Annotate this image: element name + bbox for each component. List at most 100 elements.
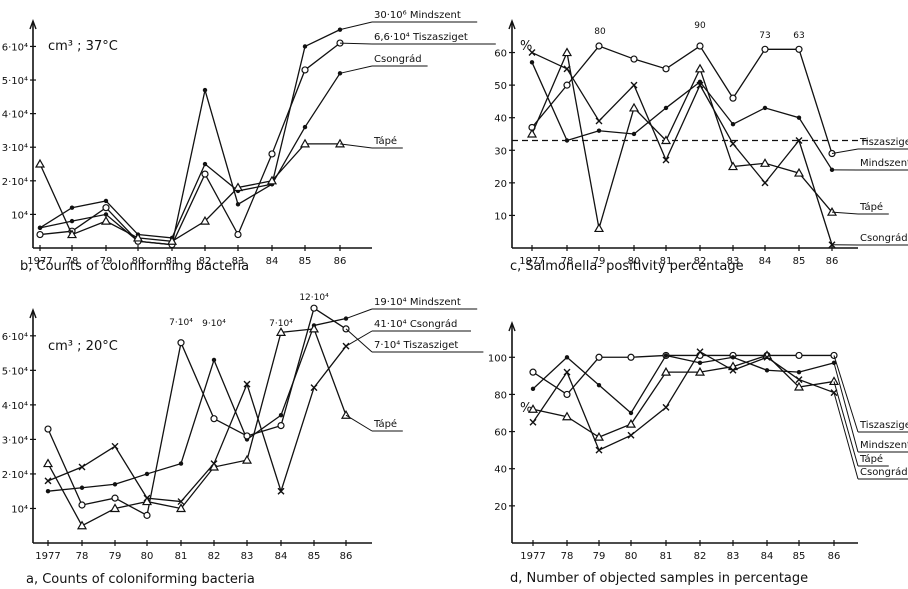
data-point-csongrád (795, 137, 803, 144)
data-point-csongrád (177, 498, 185, 506)
series-line-tiszasziget (532, 354, 834, 396)
y-tick-label: 20 (494, 502, 507, 513)
y-tick-label: 2·10⁴ (2, 470, 28, 481)
data-point-csongrád (630, 81, 638, 89)
series-line-tiszasziget (531, 45, 833, 154)
x-tick-label: 82 (199, 256, 212, 267)
series-leader-csongrád (339, 65, 373, 74)
data-point-csongrád (696, 81, 704, 89)
x-tick-label: 83 (241, 551, 254, 562)
data-point-csongrád (595, 117, 603, 125)
series-label-tiszasziget: Tiszasziget (859, 420, 908, 431)
series-label-mindszent: Mindszent (860, 440, 908, 451)
data-point-csongrád (529, 418, 537, 426)
data-point-csongrád (69, 205, 75, 210)
series-leader-tápé (833, 381, 859, 467)
series-line-tiszasziget (39, 42, 341, 246)
data-point-tiszasziget (696, 42, 704, 50)
data-point-mindszent (302, 44, 308, 49)
off-scale-annotation: 9·10⁴ (202, 319, 226, 329)
data-point-tápé (694, 63, 706, 73)
data-point-csongrád (563, 65, 571, 73)
data-point-tápé (660, 135, 672, 145)
series-label-mindszent: 30·10⁶ Mindszent (374, 10, 461, 21)
series-line-mindszent (47, 317, 347, 492)
data-point-mindszent (278, 413, 284, 418)
data-point-tápé (308, 323, 320, 333)
x-tick-label: 78 (561, 551, 574, 562)
x-tick-label: 86 (826, 256, 839, 267)
data-point-tiszasziget (595, 353, 603, 361)
data-point-tiszasziget (268, 150, 276, 158)
series-label-tápé: Tápé (859, 453, 883, 465)
data-point-tápé (625, 418, 637, 428)
series-label-tiszasziget: Tiszasziget (859, 137, 908, 148)
series-line-csongrád (39, 72, 341, 239)
x-tick-label: 79 (593, 256, 606, 267)
series-leader-tiszasziget (833, 355, 859, 433)
data-point-csongrád (103, 198, 109, 204)
series-label-csongrád: 41·10⁴ Csongrád (374, 318, 457, 330)
series-label-mindszent: Mindszent (860, 158, 908, 169)
y-tick-label: 6·10⁴ (2, 42, 28, 53)
data-point-csongrád (595, 446, 603, 454)
data-point-mindszent (764, 368, 770, 373)
data-point-tápé (42, 458, 54, 468)
data-point-mindszent (103, 212, 109, 217)
x-tick-label: 81 (660, 551, 673, 562)
x-tick-label: 79 (109, 551, 122, 562)
data-point-mindszent (697, 360, 703, 366)
data-point-tápé (727, 161, 739, 171)
data-point-tápé (199, 215, 211, 225)
series-leader-tápé (339, 143, 373, 149)
off-scale-annotation: 90 (694, 21, 706, 31)
data-point-csongrád (310, 384, 318, 392)
data-point-csongrád (763, 353, 771, 361)
x-tick-label: 80 (625, 551, 638, 562)
series-leader-tiszasziget (831, 148, 859, 155)
data-point-tápé (526, 128, 538, 138)
data-point-tápé (208, 461, 220, 471)
data-point-tápé (593, 431, 605, 441)
data-point-csongrád (696, 348, 704, 356)
data-point-tápé (241, 454, 253, 464)
y-tick-label: 80 (494, 390, 507, 401)
data-point-tiszasziget (630, 55, 638, 63)
y-tick-label: 2·10⁴ (2, 177, 28, 188)
x-tick-label: 80 (132, 256, 145, 267)
off-scale-annotation: 7·10⁴ (269, 319, 293, 329)
y-tick-label: 50 (494, 81, 507, 92)
data-point-tiszasziget (595, 42, 603, 50)
data-point-tápé (175, 503, 187, 513)
data-point-tápé (266, 175, 278, 185)
data-point-tápé (628, 102, 640, 112)
off-scale-annotation: 63 (793, 31, 804, 41)
series-leader-tiszasziget (339, 42, 373, 45)
y-tick-label: 5·10⁴ (2, 76, 28, 87)
data-point-csongrád (761, 179, 769, 187)
data-point-tápé (828, 376, 840, 386)
data-point-mindszent (202, 87, 208, 93)
data-point-mindszent (730, 122, 736, 127)
series-label-tiszasziget: 7·10⁴ Tiszasziget (374, 340, 458, 351)
series-line-tápé (532, 354, 835, 438)
off-scale-annotation: 7·10⁴ (169, 318, 193, 328)
x-tick-label: 86 (828, 551, 841, 562)
x-tick-label: 78 (561, 256, 574, 267)
series-line-tápé (39, 143, 340, 242)
series-leader-mindszent (345, 308, 373, 320)
x-tick-label: 86 (340, 551, 353, 562)
series-leader-tiszasziget (345, 328, 373, 353)
y-tick-label: 20 (494, 179, 507, 190)
off-scale-annotation: 73 (759, 31, 770, 41)
y-tick-label: 4·10⁴ (2, 401, 28, 412)
x-tick-label: 85 (793, 551, 806, 562)
data-point-tiszasziget (111, 494, 119, 502)
x-tick-label: 80 (628, 256, 641, 267)
data-point-tiszasziget (795, 45, 803, 53)
x-tick-label: 86 (334, 256, 347, 267)
data-point-tiszasziget (563, 390, 571, 399)
data-point-mindszent (663, 105, 669, 111)
series-line-mindszent (532, 354, 835, 414)
